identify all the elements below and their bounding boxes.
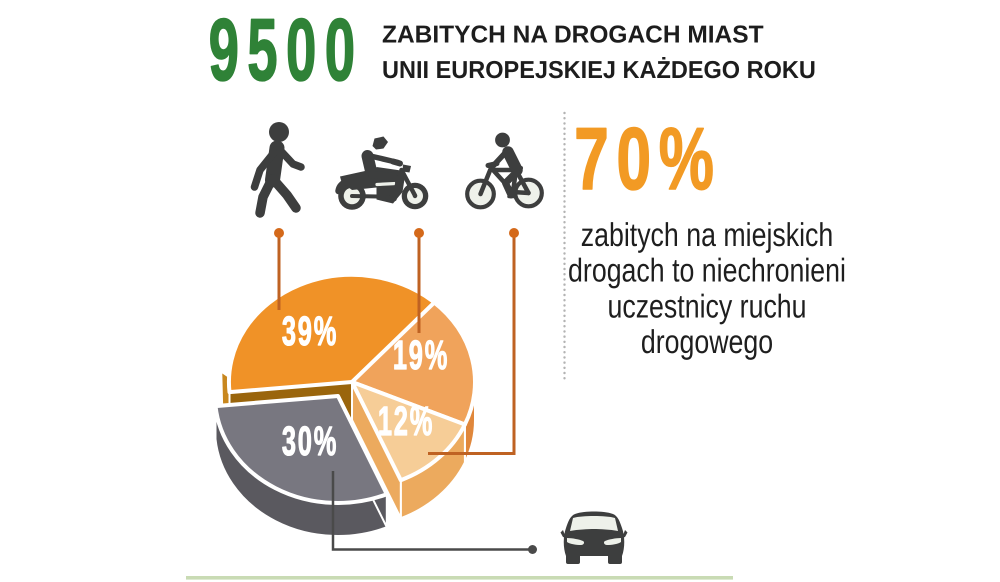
svg-text:12%: 12% xyxy=(378,398,434,444)
svg-text:19%: 19% xyxy=(393,332,449,378)
svg-text:70%: 70% xyxy=(574,109,721,208)
svg-text:39%: 39% xyxy=(282,308,338,354)
svg-text:uczestnicy ruchu: uczestnicy ruchu xyxy=(607,287,806,324)
svg-text:30%: 30% xyxy=(282,418,338,464)
svg-text:9500: 9500 xyxy=(209,0,364,99)
svg-text:drogowego: drogowego xyxy=(641,323,773,360)
svg-text:UNII EUROPEJSKIEJ KAŻDEGO ROKU: UNII EUROPEJSKIEJ KAŻDEGO ROKU xyxy=(382,57,816,84)
svg-text:drogach to niechronieni: drogach to niechronieni xyxy=(568,252,846,289)
svg-text:ZABITYCH NA DROGACH MIAST: ZABITYCH NA DROGACH MIAST xyxy=(382,21,764,48)
svg-text:zabitych na miejskich: zabitych na miejskich xyxy=(581,216,834,253)
